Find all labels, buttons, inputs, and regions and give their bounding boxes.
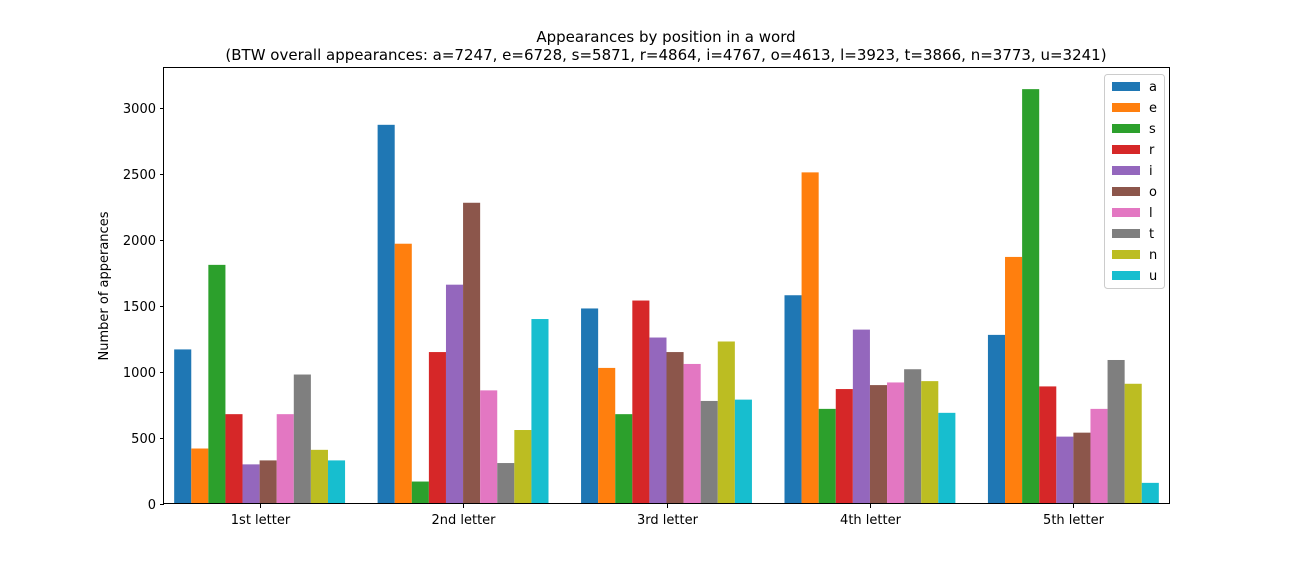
y-tick-label: 1500 [123,300,156,315]
bar-s-2 [411,481,429,504]
x-tick-label: 2nd letter [431,513,496,528]
bar-l-4 [887,382,905,504]
bar-n-4 [921,381,939,504]
x-tick-label: 5th letter [1043,513,1105,528]
bar-n-3 [717,341,735,504]
bar-u-3 [734,399,752,504]
bar-s-1 [208,264,226,504]
x-tick-label: 3rd letter [637,513,699,528]
bar-r-2 [428,352,446,504]
bar-a-2 [377,124,395,504]
bar-e-4 [801,172,819,504]
legend-label-l: l [1149,206,1153,221]
y-tick-label: 2500 [123,168,156,183]
bar-a-3 [581,308,599,504]
bar-u-4 [938,412,956,504]
bar-o-5 [1073,432,1091,504]
bar-a-1 [174,349,192,504]
bar-r-1 [225,414,243,504]
y-axis: 0 500 1000 1500 2000 2500 3000 [123,102,164,513]
legend-label-e: e [1149,101,1157,116]
x-tick-label: 1st letter [231,513,291,528]
x-tick-label: 4th letter [840,513,902,528]
legend-swatch-i [1112,166,1140,175]
legend-label-i: i [1149,164,1153,179]
bar-i-4 [852,329,870,504]
bar-n-1 [310,449,328,504]
bar-t-4 [904,369,922,504]
bar-e-5 [1005,256,1023,504]
legend-label-r: r [1149,143,1155,158]
plot-frame [163,67,1170,504]
bar-n-2 [514,430,532,504]
bar-e-1 [191,448,209,504]
bar-l-2 [480,390,498,504]
legend-label-t: t [1149,227,1154,242]
bar-i-1 [242,464,260,504]
bar-a-5 [987,334,1006,504]
y-tick-label: 500 [131,432,156,447]
legend-swatch-o [1112,187,1140,196]
bar-r-4 [835,389,853,504]
bar-i-5 [1056,436,1074,504]
legend-swatch-s [1112,124,1140,133]
bar-e-2 [394,243,412,505]
bar-o-3 [666,352,684,504]
legend-label-o: o [1149,185,1157,200]
legend-swatch-u [1112,271,1140,280]
bars-group [174,89,1159,505]
bar-r-3 [632,300,650,504]
bar-l-1 [276,414,294,504]
bar-s-5 [1022,89,1040,504]
bar-o-1 [259,460,277,504]
bar-t-2 [497,463,515,504]
bar-u-1 [327,460,346,504]
bar-o-4 [869,385,888,504]
legend-label-n: n [1149,248,1157,263]
y-tick-label: 1000 [123,366,156,381]
legend-swatch-t [1112,229,1140,238]
bar-l-5 [1090,408,1108,504]
y-tick-label: 0 [148,498,156,513]
y-axis-label: Number of apperances [97,211,112,360]
y-tick-label: 2000 [123,234,156,249]
legend-swatch-a [1112,82,1140,91]
bar-i-2 [445,284,464,504]
bar-u-5 [1141,482,1159,504]
y-tick-label: 3000 [123,102,156,117]
bar-r-5 [1039,386,1057,504]
bar-t-3 [700,400,718,504]
chart-title: Appearances by position in a word [536,28,796,46]
bar-s-3 [615,414,633,504]
bar-a-4 [784,295,802,504]
bar-n-5 [1124,383,1142,504]
bar-u-2 [531,319,549,504]
bar-o-2 [463,202,481,504]
bar-t-5 [1107,359,1125,504]
legend-swatch-r [1112,145,1140,154]
legend-label-u: u [1149,269,1157,284]
legend-swatch-e [1112,103,1140,112]
bar-i-3 [649,337,667,504]
bar-s-4 [818,408,836,504]
bar-l-3 [683,363,701,504]
legend-swatch-n [1112,250,1140,259]
legend-label-a: a [1149,80,1157,95]
chart-subtitle: (BTW overall appearances: a=7247, e=6728… [225,46,1107,64]
x-axis: 1st letter 2nd letter 3rd letter 4th letter… [231,504,1105,528]
bar-e-3 [598,367,616,504]
legend-label-s: s [1149,122,1156,137]
legend-swatch-l [1112,208,1140,217]
bar-t-1 [293,374,311,504]
